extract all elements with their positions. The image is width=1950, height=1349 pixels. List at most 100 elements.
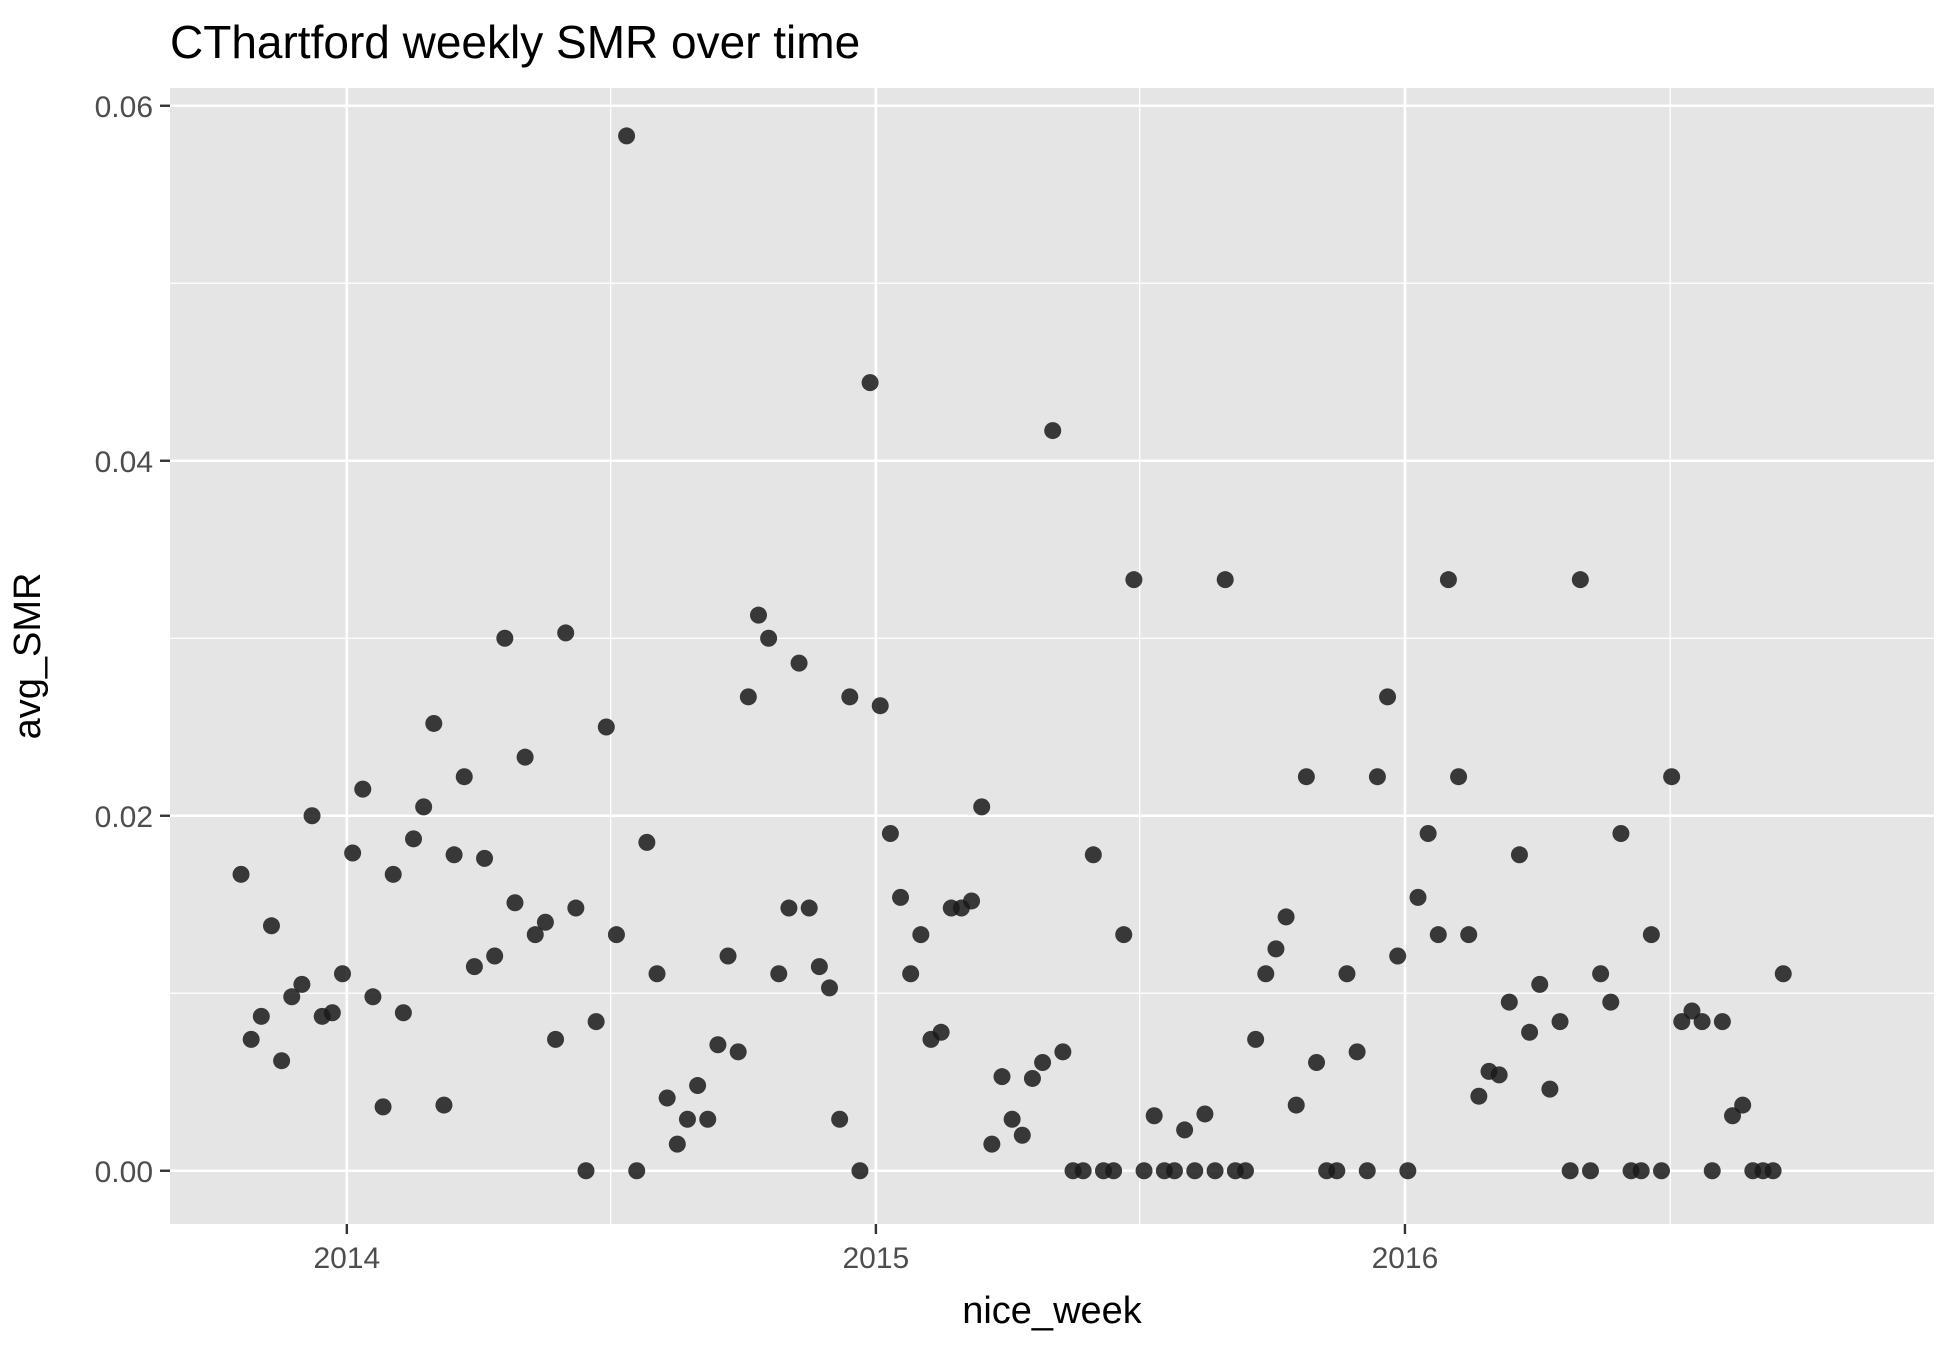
- data-point: [678, 1110, 696, 1128]
- data-point: [871, 697, 889, 715]
- data-point: [760, 629, 778, 647]
- y-axis-title: avg_SMR: [7, 573, 49, 740]
- data-point: [1054, 1043, 1072, 1061]
- x-tick-label: 2014: [313, 1242, 380, 1275]
- data-point: [810, 958, 828, 976]
- data-point: [1034, 1053, 1052, 1071]
- data-point: [1338, 965, 1356, 983]
- x-tick-label: 2015: [843, 1242, 910, 1275]
- data-point: [1439, 571, 1457, 589]
- data-point: [993, 1068, 1011, 1086]
- data-point: [1216, 571, 1234, 589]
- data-point: [1450, 768, 1468, 786]
- data-point: [709, 1036, 727, 1054]
- data-point: [831, 1110, 849, 1128]
- data-point: [364, 988, 382, 1006]
- data-point: [1673, 1013, 1691, 1031]
- data-point: [1531, 975, 1549, 993]
- data-point: [658, 1089, 676, 1107]
- data-point: [739, 688, 757, 706]
- data-point: [1602, 993, 1620, 1011]
- y-tick-label: 0.00: [95, 1156, 153, 1189]
- data-point: [1145, 1107, 1163, 1125]
- data-point: [1328, 1162, 1346, 1180]
- plot-panel: [170, 88, 1934, 1224]
- data-point: [1013, 1126, 1031, 1144]
- data-point: [1206, 1162, 1224, 1180]
- data-point: [1237, 1162, 1255, 1180]
- data-point: [932, 1023, 950, 1041]
- data-point: [668, 1135, 686, 1153]
- data-point: [557, 624, 575, 642]
- x-axis-title: nice_week: [962, 1290, 1143, 1332]
- data-point: [273, 1052, 291, 1070]
- data-point: [435, 1096, 453, 1114]
- data-point: [1267, 940, 1285, 958]
- data-point: [1084, 846, 1102, 864]
- data-point: [973, 798, 991, 816]
- data-point: [983, 1135, 1001, 1153]
- y-tick-label: 0.04: [95, 446, 153, 479]
- data-point: [465, 958, 483, 976]
- data-points: [232, 127, 1792, 1180]
- data-point: [536, 913, 554, 931]
- data-point: [1429, 926, 1447, 944]
- data-point: [1247, 1030, 1265, 1048]
- data-point: [1186, 1162, 1204, 1180]
- data-point: [749, 606, 767, 624]
- data-point: [851, 1162, 869, 1180]
- data-point: [1419, 825, 1437, 842]
- data-point: [344, 844, 362, 862]
- data-point: [425, 714, 443, 732]
- data-point: [496, 629, 514, 647]
- data-point: [1379, 688, 1397, 706]
- data-point: [1500, 993, 1518, 1011]
- data-point: [628, 1162, 646, 1180]
- data-point: [1764, 1162, 1782, 1180]
- data-point: [1632, 1162, 1650, 1180]
- data-point: [1165, 1162, 1183, 1180]
- data-point: [1612, 825, 1630, 842]
- data-point: [374, 1098, 392, 1116]
- data-point: [800, 899, 818, 917]
- data-point: [547, 1030, 565, 1048]
- data-point: [638, 833, 656, 851]
- data-point: [607, 926, 625, 944]
- data-point: [1551, 1013, 1569, 1031]
- data-point: [506, 894, 524, 912]
- data-point: [293, 975, 311, 993]
- data-point: [1693, 1013, 1711, 1031]
- data-point: [1135, 1162, 1153, 1180]
- data-point: [1044, 422, 1062, 440]
- data-point: [455, 768, 473, 786]
- data-point: [1521, 1023, 1539, 1041]
- data-point: [881, 825, 899, 842]
- data-point: [892, 888, 910, 906]
- data-point: [1460, 926, 1478, 944]
- data-point: [1774, 965, 1792, 983]
- data-point: [303, 807, 321, 825]
- data-point: [770, 965, 788, 983]
- x-tick-label: 2016: [1372, 1242, 1439, 1275]
- y-axis: 0.00 0.02 0.04 0.06: [95, 91, 170, 1189]
- data-point: [283, 988, 301, 1006]
- data-point: [780, 899, 798, 917]
- data-point: [384, 865, 402, 883]
- data-point: [1115, 926, 1133, 944]
- data-point: [1003, 1110, 1021, 1128]
- data-point: [415, 798, 433, 816]
- y-tick-label: 0.02: [95, 801, 153, 834]
- data-point: [1724, 1107, 1742, 1125]
- data-point: [963, 892, 981, 910]
- data-point: [1713, 1013, 1731, 1031]
- data-point: [841, 688, 859, 706]
- data-point: [648, 965, 666, 983]
- data-point: [1683, 1002, 1701, 1020]
- data-point: [1561, 1162, 1579, 1180]
- data-point: [618, 127, 636, 145]
- data-point: [1257, 965, 1275, 983]
- data-point: [1734, 1096, 1752, 1114]
- data-point: [232, 865, 250, 883]
- data-point: [1510, 846, 1528, 864]
